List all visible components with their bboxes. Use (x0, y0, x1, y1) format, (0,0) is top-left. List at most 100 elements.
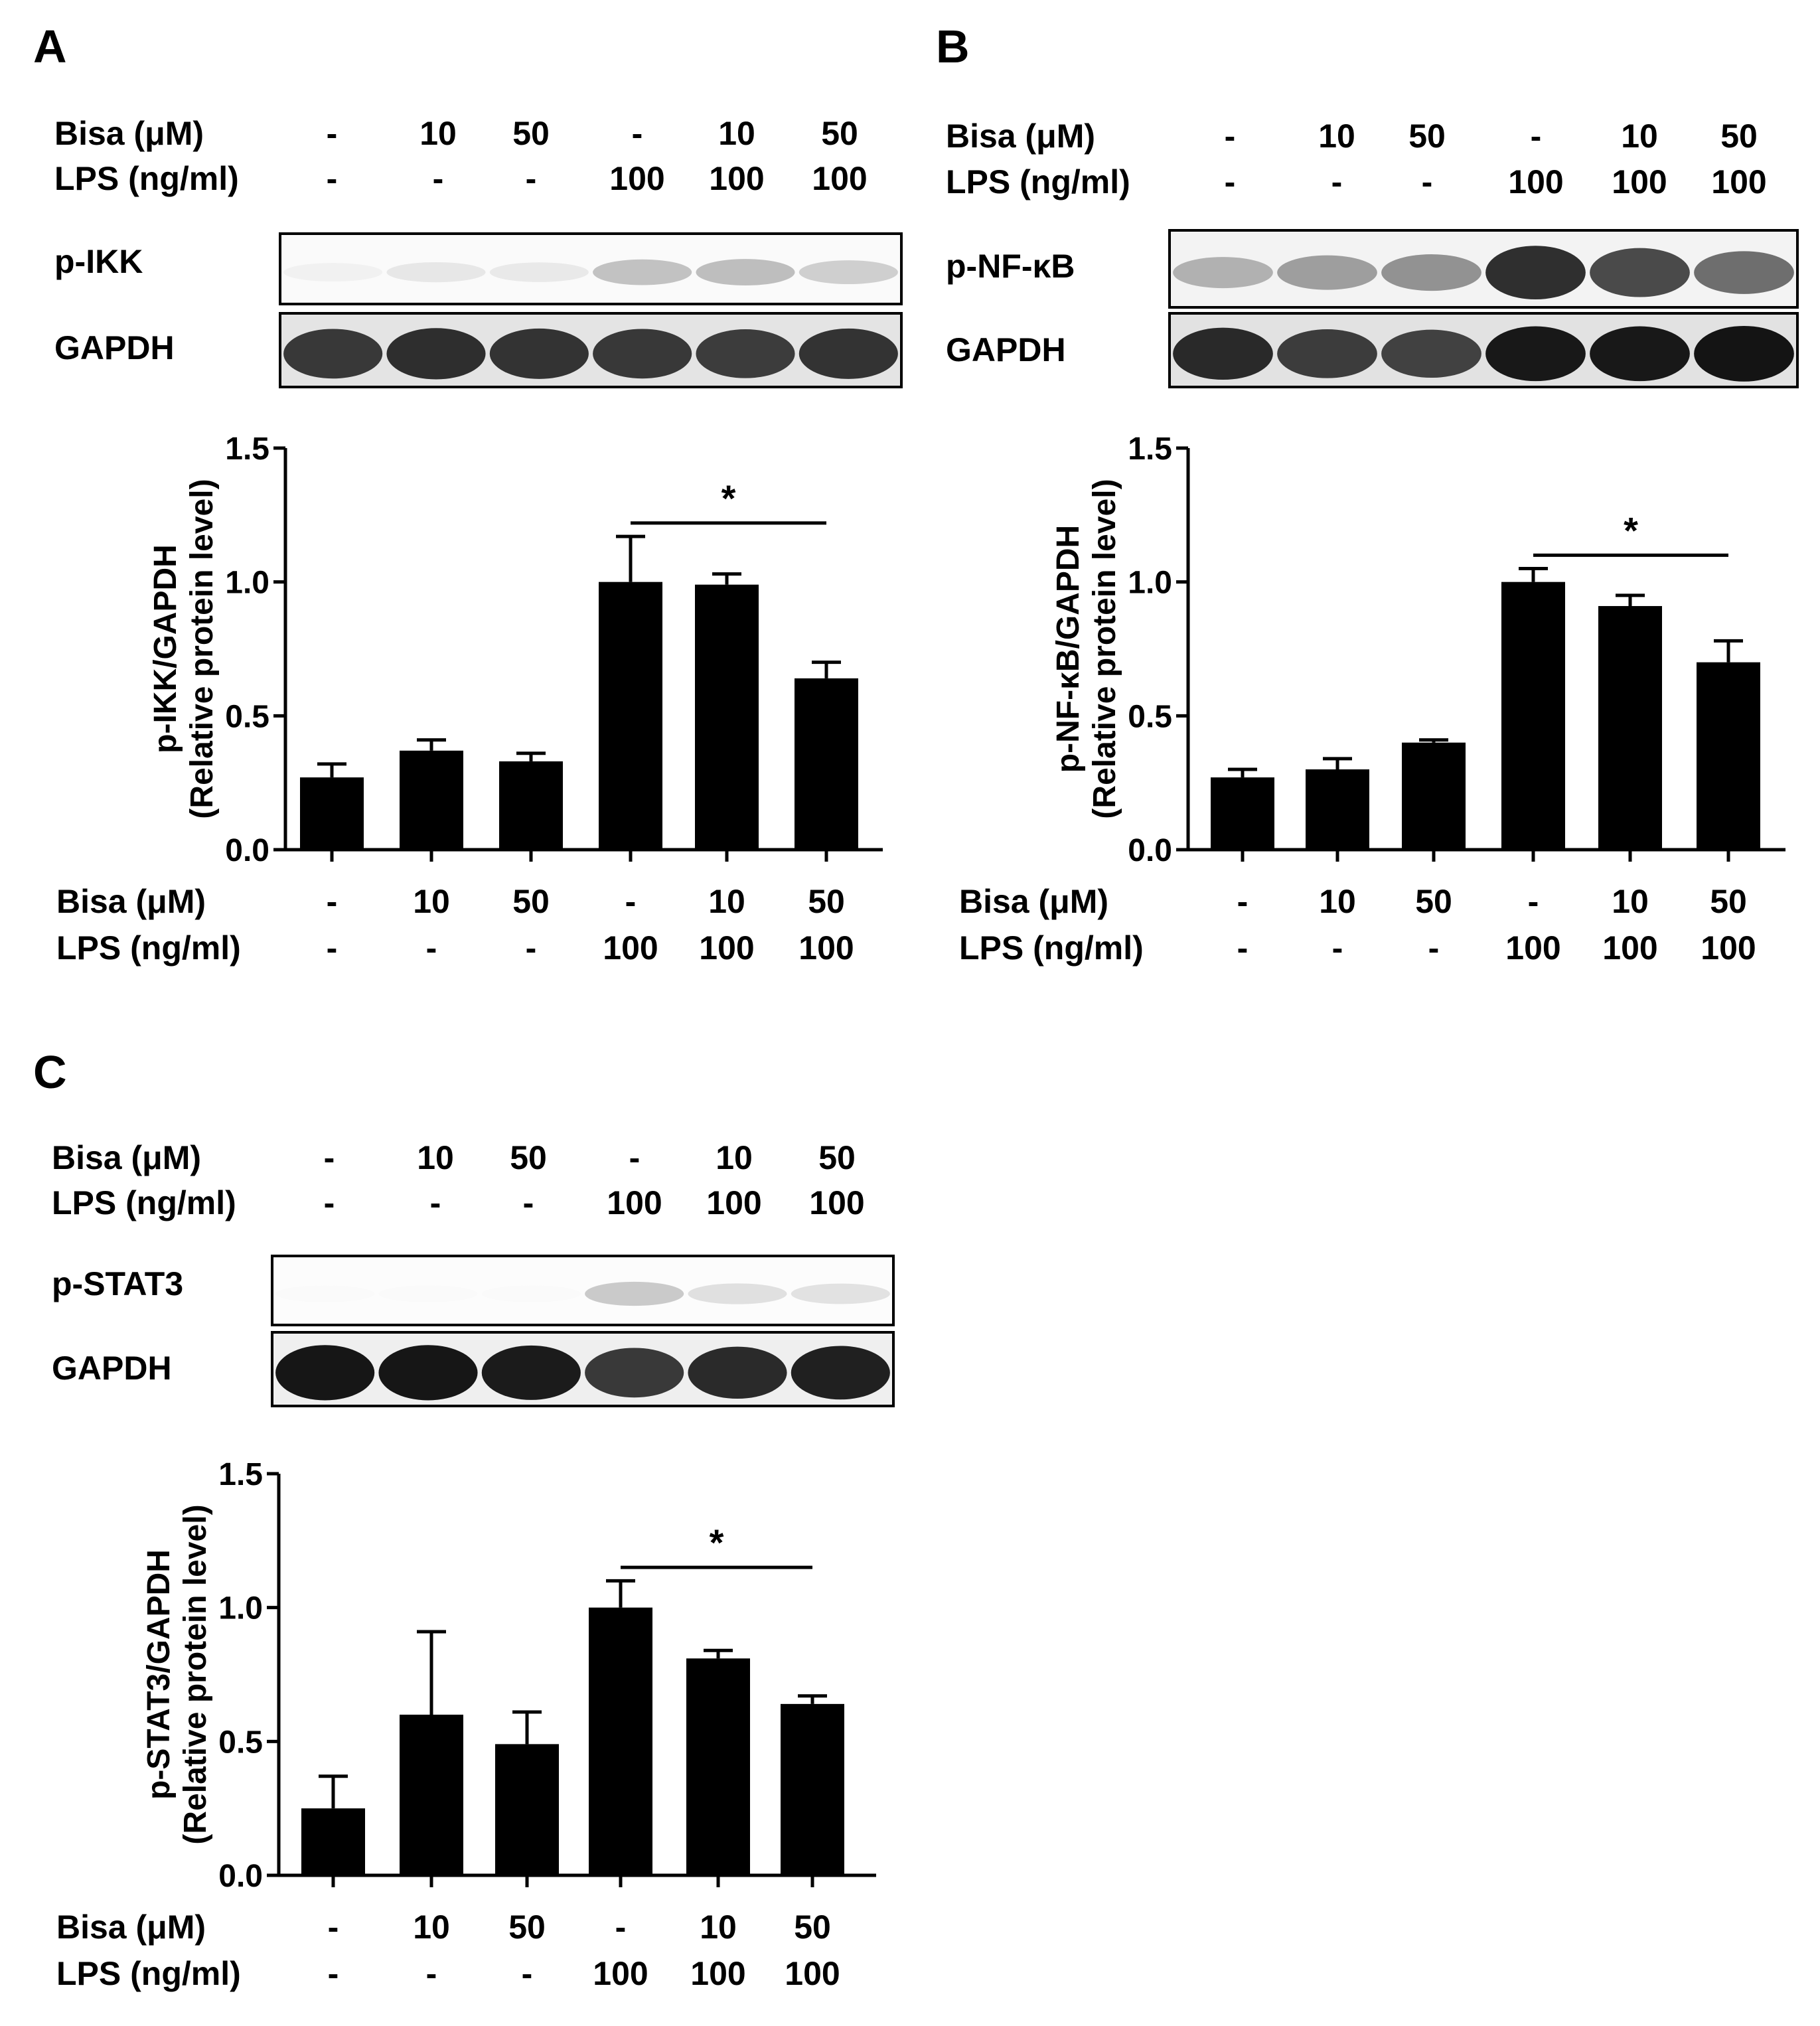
significance-marker: * (710, 1521, 724, 1563)
bisa-value: - (1224, 117, 1236, 155)
bisa-value: 10 (413, 883, 450, 920)
significance-marker: * (721, 477, 736, 519)
blot-band (1173, 327, 1273, 380)
lps-value: 100 (609, 160, 665, 197)
lps-value: 100 (1505, 929, 1560, 967)
lps-value: 100 (1711, 163, 1767, 200)
panel-b: B Bisa (μM) LPS (ng/ml) - 10 50 - 10 50 … (903, 0, 1812, 996)
bar-chart: 0.0 0.5 1.0 1.5 p-NF-κB/GAPDH (Relative prote… (959, 431, 1785, 967)
blot-label: GAPDH (52, 1350, 172, 1387)
bar (495, 1744, 559, 1875)
western-blot (1168, 312, 1799, 388)
y-axis-label: p-IKK/GAPDH (148, 544, 183, 753)
lps-value: - (1224, 163, 1236, 200)
blot-label: GAPDH (946, 331, 1066, 368)
blot-band (1485, 326, 1586, 382)
lps-value: 100 (785, 1955, 840, 1992)
blot-band (791, 1283, 890, 1304)
blot-band (489, 262, 589, 282)
bar (301, 1808, 365, 1875)
bar (1501, 582, 1565, 850)
lps-value: - (426, 929, 437, 967)
bisa-value: - (629, 1139, 641, 1176)
bisa-row-label: Bisa (μM) (959, 883, 1108, 920)
lps-value: 100 (593, 1955, 648, 1992)
lps-value: - (525, 160, 537, 197)
bar (686, 1658, 750, 1875)
blot-image (281, 235, 900, 303)
y-tick-label: 0.5 (1128, 699, 1172, 734)
blot-band (798, 328, 898, 379)
blot-label: p-IKK (54, 243, 143, 280)
bisa-value: 10 (718, 115, 755, 152)
bar (1402, 742, 1466, 850)
lps-value: - (1332, 929, 1343, 967)
bar (499, 761, 563, 850)
blot-image (273, 1257, 892, 1324)
blot-band (283, 263, 383, 282)
bisa-value: - (615, 1909, 627, 1946)
blot-band (1590, 248, 1690, 297)
lps-value: - (526, 929, 537, 967)
blot-image (1171, 232, 1796, 306)
bar (589, 1607, 652, 1875)
blot-image (273, 1334, 892, 1405)
bisa-value: 10 (1318, 117, 1355, 155)
bar (1211, 777, 1274, 850)
lps-value: - (522, 1955, 533, 1992)
lps-value: 100 (706, 1184, 762, 1221)
bisa-value: 50 (1415, 883, 1452, 920)
y-axis-label: (Relative protein level) (178, 1504, 213, 1844)
blot-band (481, 1285, 581, 1302)
lps-value: - (426, 1955, 437, 1992)
y-tick-label: 1.0 (218, 1591, 263, 1626)
bar (695, 584, 759, 850)
western-blot (279, 232, 903, 305)
lps-value: 100 (809, 1184, 865, 1221)
y-axis-label: p-NF-κB/GAPDH (1051, 525, 1086, 773)
blot-band (593, 259, 692, 285)
western-blot (271, 1255, 895, 1326)
blot-background (1171, 315, 1796, 386)
bar (781, 1703, 844, 1875)
bisa-value: 10 (413, 1909, 450, 1946)
lps-value: 100 (1508, 163, 1564, 200)
lps-row-label: LPS (ng/ml) (56, 1955, 241, 1992)
bisa-value: - (328, 1909, 339, 1946)
blot-band (1173, 257, 1273, 289)
lps-value: 100 (1612, 163, 1667, 200)
bisa-value: - (327, 883, 338, 920)
bisa-value: 10 (1621, 117, 1658, 155)
blot-band (1694, 251, 1794, 294)
blot-band (386, 262, 486, 283)
bisa-value: 10 (1319, 883, 1356, 920)
blot-band (585, 1348, 684, 1398)
bar (1697, 662, 1760, 850)
lps-row-label: LPS (ng/ml) (52, 1184, 236, 1221)
panel-letter: B (936, 21, 970, 72)
lps-row-label: LPS (ng/ml) (959, 929, 1144, 967)
blot-image (281, 315, 900, 386)
blot-band (696, 329, 795, 378)
blot-label: p-NF-κB (946, 248, 1075, 285)
blot-band (798, 260, 898, 285)
blot-band (386, 328, 486, 380)
blot-band (1381, 254, 1481, 291)
blot-band (1485, 246, 1586, 300)
y-tick-label: 0.0 (225, 833, 269, 868)
bar (400, 750, 463, 850)
y-axis-label: (Relative protein level) (1087, 479, 1122, 818)
blot-band (1590, 326, 1690, 382)
blot-label: GAPDH (54, 329, 175, 366)
bisa-row-label: Bisa (μM) (56, 1909, 206, 1946)
lps-value: - (1421, 163, 1433, 200)
bisa-value: - (625, 883, 637, 920)
bisa-value: 10 (716, 1139, 753, 1176)
y-axis-label: p-STAT3/GAPDH (141, 1549, 177, 1800)
bisa-value: 10 (419, 115, 457, 152)
blot-band (585, 1281, 684, 1306)
bar (599, 582, 662, 850)
y-tick-label: 0.5 (225, 699, 269, 734)
blot-band (283, 329, 383, 379)
lps-value: 100 (1602, 929, 1657, 967)
